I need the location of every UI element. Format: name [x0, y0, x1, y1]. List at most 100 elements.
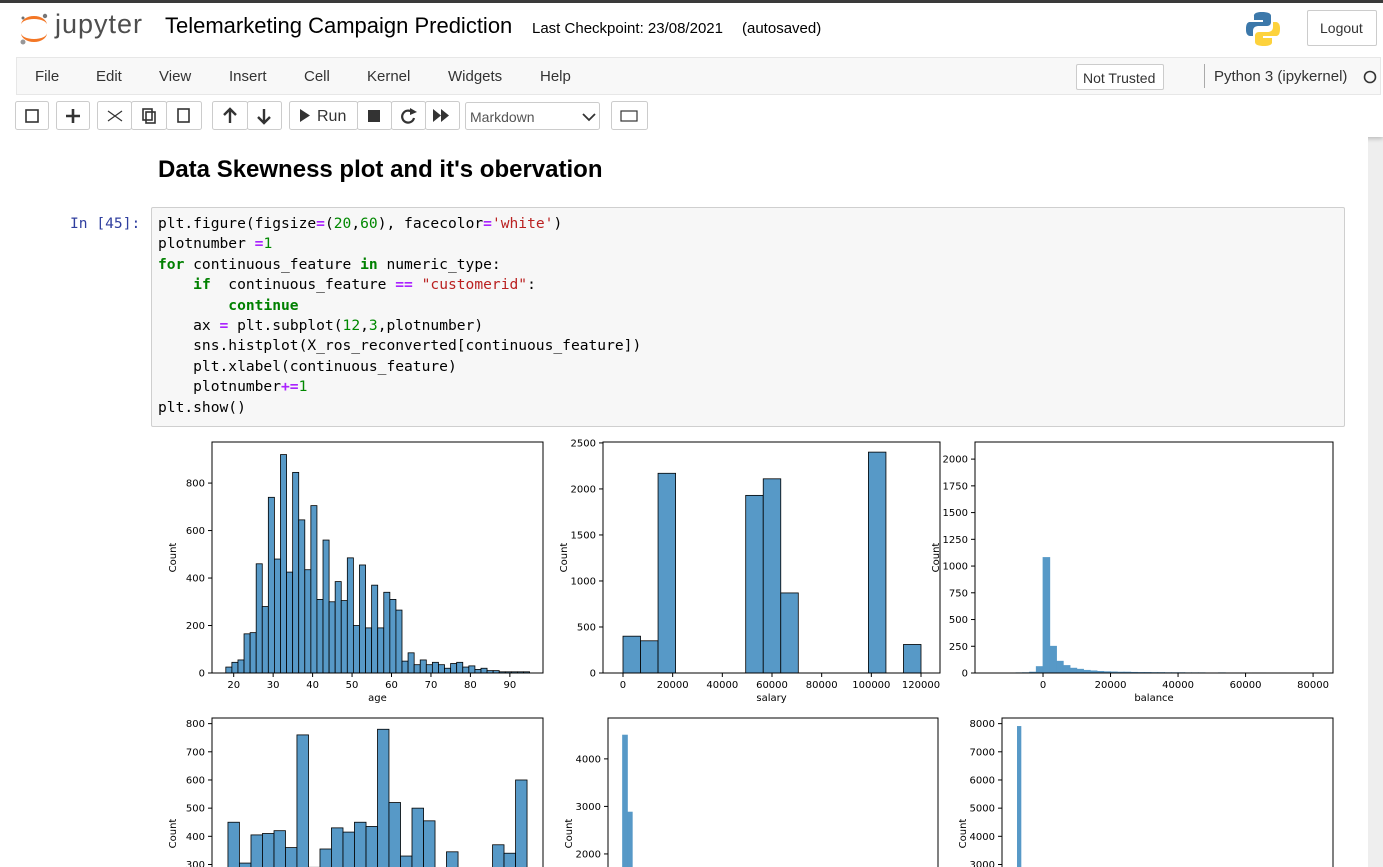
y-axis-label: Count [168, 543, 179, 573]
plot-frame [974, 441, 1334, 674]
code-token: continue [228, 296, 299, 314]
histogram-bar [450, 663, 458, 674]
x-tick-label: 100000 [852, 680, 890, 691]
code-token [413, 276, 422, 293]
histogram-bar [261, 606, 269, 674]
y-tick-label: 750 [949, 588, 968, 599]
code-line: plt.show() [158, 398, 1344, 418]
cut-icon [107, 110, 123, 122]
code-token: plt.subplot( [228, 316, 343, 334]
histogram-bar [237, 659, 245, 674]
code-token: plt.figure(figsize [158, 215, 317, 232]
histogram-bar [249, 632, 257, 674]
histogram-bar [1076, 668, 1084, 674]
code-input[interactable]: plt.figure(figsize=(20,60), facecolor='w… [151, 207, 1345, 427]
y-tick-label: 700 [186, 747, 205, 758]
histogram-bar [462, 666, 470, 674]
histogram-bar [425, 664, 433, 674]
restart-button[interactable] [391, 101, 426, 130]
histogram-bar [423, 820, 436, 867]
histogram-bar [388, 802, 401, 867]
histogram-bar [239, 862, 252, 867]
trusted-button[interactable]: Not Trusted [1076, 64, 1164, 90]
histogram-bar [762, 478, 782, 674]
x-tick-label: 90 [503, 680, 516, 691]
histogram-bar [903, 644, 922, 674]
histogram-bar [227, 821, 240, 867]
histogram-bar [267, 496, 275, 674]
x-tick-label: 40000 [706, 680, 738, 691]
histogram-bar [431, 661, 439, 674]
histogram-bar [322, 539, 330, 674]
code-token: = [219, 316, 229, 334]
code-line: for continuous_feature in numeric_type: [158, 255, 1344, 275]
histogram-bar [395, 609, 403, 674]
code-token: plotnumber [158, 235, 255, 253]
menu-item[interactable]: Insert [229, 68, 267, 85]
cell-type-select[interactable] [465, 102, 600, 130]
y-tick-label: 1500 [571, 530, 596, 541]
logout-button[interactable]: Logout [1307, 10, 1377, 46]
menu-item[interactable]: Cell [304, 68, 330, 85]
y-tick-label: 2500 [571, 438, 596, 449]
shortcuts-button[interactable] [611, 101, 648, 130]
code-token: ( [324, 215, 334, 232]
code-line: sns.histplot(X_ros_reconverted[continuou… [158, 336, 1344, 356]
histogram-bar [1062, 665, 1071, 674]
code-line: plt.figure(figsize=(20,60), facecolor='w… [158, 214, 1344, 234]
y-tick-label: 800 [186, 479, 205, 490]
cell-output: 0 200 400 600 800 20 30 40 50 60 70 80 90 age Count 0 50… [168, 438, 1334, 867]
kernel-name: Python 3 (ipykernel) [1214, 68, 1348, 85]
x-tick-label: 120000 [902, 680, 940, 691]
histogram-bar [1035, 666, 1044, 674]
x-axis-label: balance [1134, 693, 1173, 704]
histogram-bar [1017, 726, 1022, 867]
histogram-bar [359, 564, 366, 674]
code-token: "customerid" [421, 276, 528, 294]
menu-item[interactable]: File [35, 68, 60, 85]
histogram-bar [342, 831, 355, 867]
menu-item[interactable]: View [159, 68, 192, 85]
notebook-title[interactable]: Telemarketing Campaign Prediction [165, 13, 513, 38]
plot-frame [211, 717, 544, 867]
menu-item[interactable]: Kernel [367, 68, 411, 85]
toolbar: Run Markdown [15, 101, 648, 130]
histogram-bar [438, 664, 445, 674]
histogram-bar [346, 557, 354, 674]
code-token: if [193, 276, 211, 294]
trusted-label: Not Trusted [1083, 70, 1156, 86]
y-tick-label: 2000 [576, 849, 601, 860]
histogram-bar [365, 627, 373, 674]
code-token: ,plotnumber) [377, 316, 484, 334]
code-token: 1 [298, 378, 308, 396]
code-token: 'white' [491, 215, 554, 232]
menu-item[interactable]: Help [540, 68, 571, 85]
x-tick-label: 0 [620, 680, 626, 691]
copy-icon [145, 111, 156, 124]
menu-item[interactable]: Widgets [448, 68, 503, 85]
code-token: in [360, 255, 378, 273]
code-line: ax = plt.subplot(12,3,plotnumber) [158, 316, 1344, 336]
y-tick-label: 250 [949, 642, 968, 653]
fast-forward-icon [433, 109, 449, 122]
dropdown-arrow [582, 113, 596, 122]
y-tick-label: 2000 [943, 455, 968, 466]
save-button[interactable] [15, 101, 49, 130]
restart-arrow [410, 108, 417, 115]
autosave: (autosaved) [742, 20, 822, 37]
histogram-bar [340, 600, 348, 674]
code-token: 3 [368, 316, 378, 334]
menu-item[interactable]: Edit [96, 68, 122, 85]
copy-button[interactable] [131, 101, 167, 130]
y-tick-label: 800 [186, 719, 205, 730]
y-tick-label: 2000 [571, 484, 596, 495]
paste-button[interactable] [166, 101, 202, 130]
y-axis-label: Count [931, 543, 942, 573]
code-token: continuous_feature [184, 255, 361, 273]
y-tick-label: 1000 [571, 576, 596, 587]
histogram-bar [480, 667, 488, 674]
y-tick-label: 0 [199, 669, 205, 680]
histogram-bar [280, 454, 287, 674]
histogram-bar [365, 826, 378, 867]
